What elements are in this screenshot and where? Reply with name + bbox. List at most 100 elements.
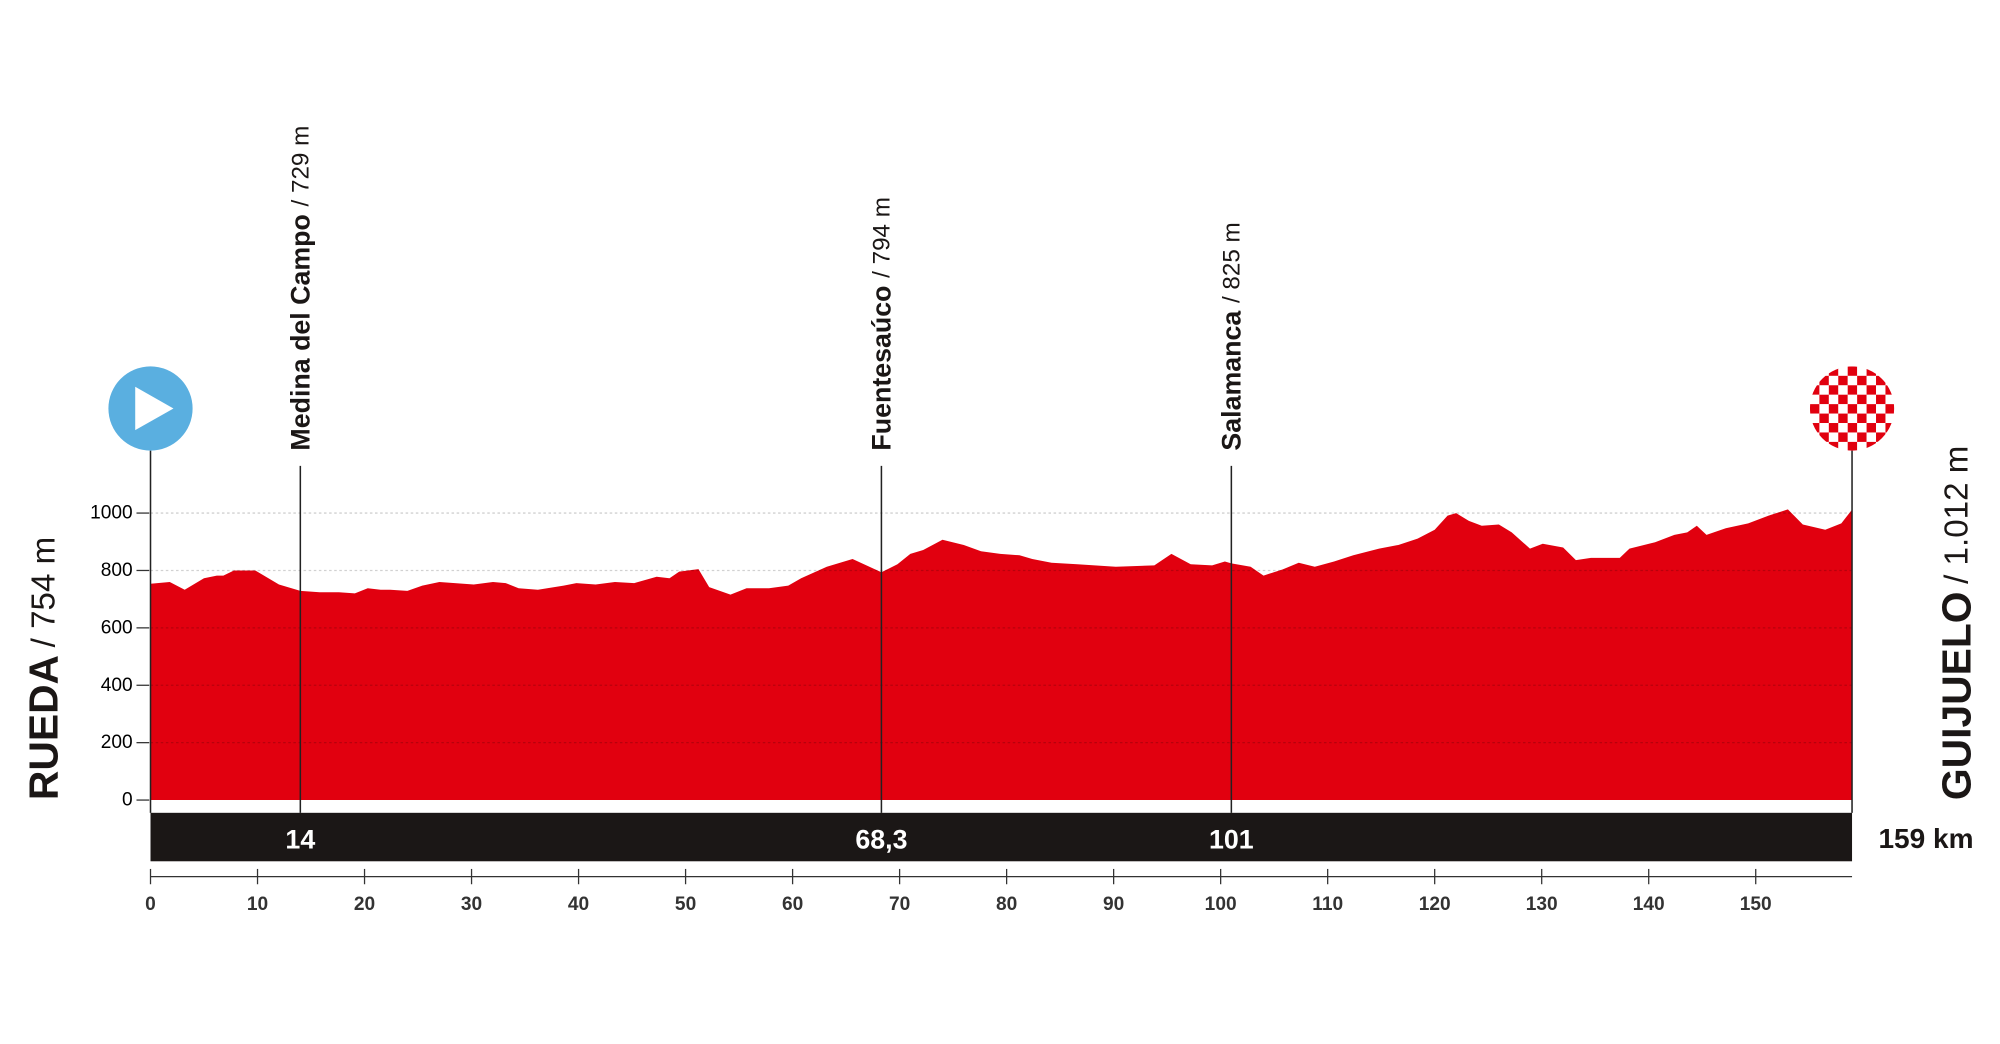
x-tick-label: 140 (1633, 894, 1665, 915)
waypoint-label-name: Salamanca (1216, 310, 1246, 451)
flag-square (1847, 385, 1858, 395)
flag-square (1857, 423, 1867, 433)
x-tick-label: 40 (568, 894, 589, 915)
total-distance: 159 km (1878, 823, 1973, 854)
flag-square (1838, 375, 1848, 386)
flag-square (1828, 375, 1839, 386)
flag-square (1866, 404, 1877, 414)
flag-square (1809, 432, 1820, 443)
flag-square (1876, 432, 1886, 443)
flag-square (1847, 432, 1858, 443)
flag-square (1885, 441, 1895, 451)
flag-square (1866, 385, 1877, 395)
flag-square (1876, 366, 1886, 376)
flag-square (1819, 404, 1829, 414)
waypoint-label: Medina del Campo / 729 m (285, 126, 315, 451)
y-tick-label: 600 (101, 617, 133, 638)
marks: 0 200 400 600 800 1000 159 km 0 10 20 30 40 50 60 70 80… (20, 126, 1979, 915)
flag-square (1838, 432, 1848, 443)
flag-square (1828, 404, 1839, 414)
flag-square (1819, 394, 1829, 405)
flag-square (1819, 385, 1829, 395)
waypoint-label: Salamanca / 825 m (1216, 222, 1246, 450)
flag-square (1876, 423, 1886, 433)
y-tick-label: 400 (101, 675, 133, 696)
flag-square (1847, 413, 1858, 424)
waypoint-km: 14 (285, 825, 315, 855)
flag-square (1876, 413, 1886, 424)
flag-square (1838, 441, 1848, 451)
flag-square (1857, 366, 1867, 376)
flag-square (1857, 441, 1867, 451)
flag-square (1885, 423, 1895, 433)
flag-square (1876, 385, 1886, 395)
flag-square (1857, 375, 1867, 386)
start-arrow (135, 386, 174, 431)
distance-bar (150, 812, 1853, 862)
finish-label-elevation: / 1.012 m (1938, 446, 1975, 584)
x-tick-label: 10 (247, 894, 268, 915)
flag-square (1847, 366, 1858, 376)
flag-square (1828, 423, 1839, 433)
flag-square (1809, 423, 1820, 433)
flag-square (1857, 413, 1867, 424)
flag-square (1819, 413, 1829, 424)
flag-square (1866, 366, 1877, 376)
flag-square (1876, 404, 1886, 414)
x-tick-label: 20 (354, 894, 375, 915)
flag-square (1819, 366, 1829, 376)
flag-square (1847, 394, 1858, 405)
x-tick-label: 80 (996, 894, 1017, 915)
flag-square (1866, 375, 1877, 386)
waypoint-km: 101 (1209, 825, 1254, 855)
x-tick-label: 130 (1526, 894, 1558, 915)
waypoint-label-name: Medina del Campo (285, 214, 315, 450)
flag-square (1847, 441, 1858, 451)
waypoint-label-elevation: / 825 m (1218, 222, 1245, 303)
y-tick-label: 0 (122, 790, 133, 811)
flag-square (1885, 366, 1895, 376)
x-tick-label: 120 (1419, 894, 1451, 915)
flag-square (1838, 413, 1848, 424)
waypoint-label-elevation: / 794 m (868, 197, 895, 278)
flag-square (1828, 385, 1839, 395)
x-tick-label: 0 (145, 894, 156, 915)
flag-square (1866, 441, 1877, 451)
flag-square (1876, 375, 1886, 386)
flag-square (1809, 404, 1820, 414)
flag-square (1828, 441, 1839, 451)
flag-square (1866, 432, 1877, 443)
flag-square (1885, 385, 1895, 395)
flag-square (1838, 394, 1848, 405)
flag-square (1809, 366, 1820, 376)
flag-square (1866, 423, 1877, 433)
flag-square (1819, 423, 1829, 433)
flag-square (1838, 404, 1848, 414)
flag-square (1857, 404, 1867, 414)
flag-square (1857, 385, 1867, 395)
x-tick-label: 50 (675, 894, 696, 915)
x-tick-label: 60 (782, 894, 803, 915)
finish-flag (1809, 366, 1895, 451)
flag-square (1809, 413, 1820, 424)
y-tick-label: 1000 (90, 503, 133, 524)
flag-square (1819, 441, 1829, 451)
flag-square (1809, 385, 1820, 395)
waypoint-km: 68,3 (855, 825, 907, 855)
start-label-name: RUEDA (20, 655, 66, 800)
flag-square (1828, 394, 1839, 405)
finish-icon (1809, 366, 1895, 451)
flag-square (1828, 413, 1839, 424)
x-tick-label: 70 (889, 894, 910, 915)
waypoint-label-elevation: / 729 m (287, 126, 314, 207)
flag-square (1819, 432, 1829, 443)
flag-square (1876, 441, 1886, 451)
flag-square (1838, 366, 1848, 376)
flag-square (1809, 394, 1820, 405)
flag-square (1828, 432, 1839, 443)
flag-square (1885, 404, 1895, 414)
flag-square (1838, 423, 1848, 433)
flag-square (1847, 423, 1858, 433)
